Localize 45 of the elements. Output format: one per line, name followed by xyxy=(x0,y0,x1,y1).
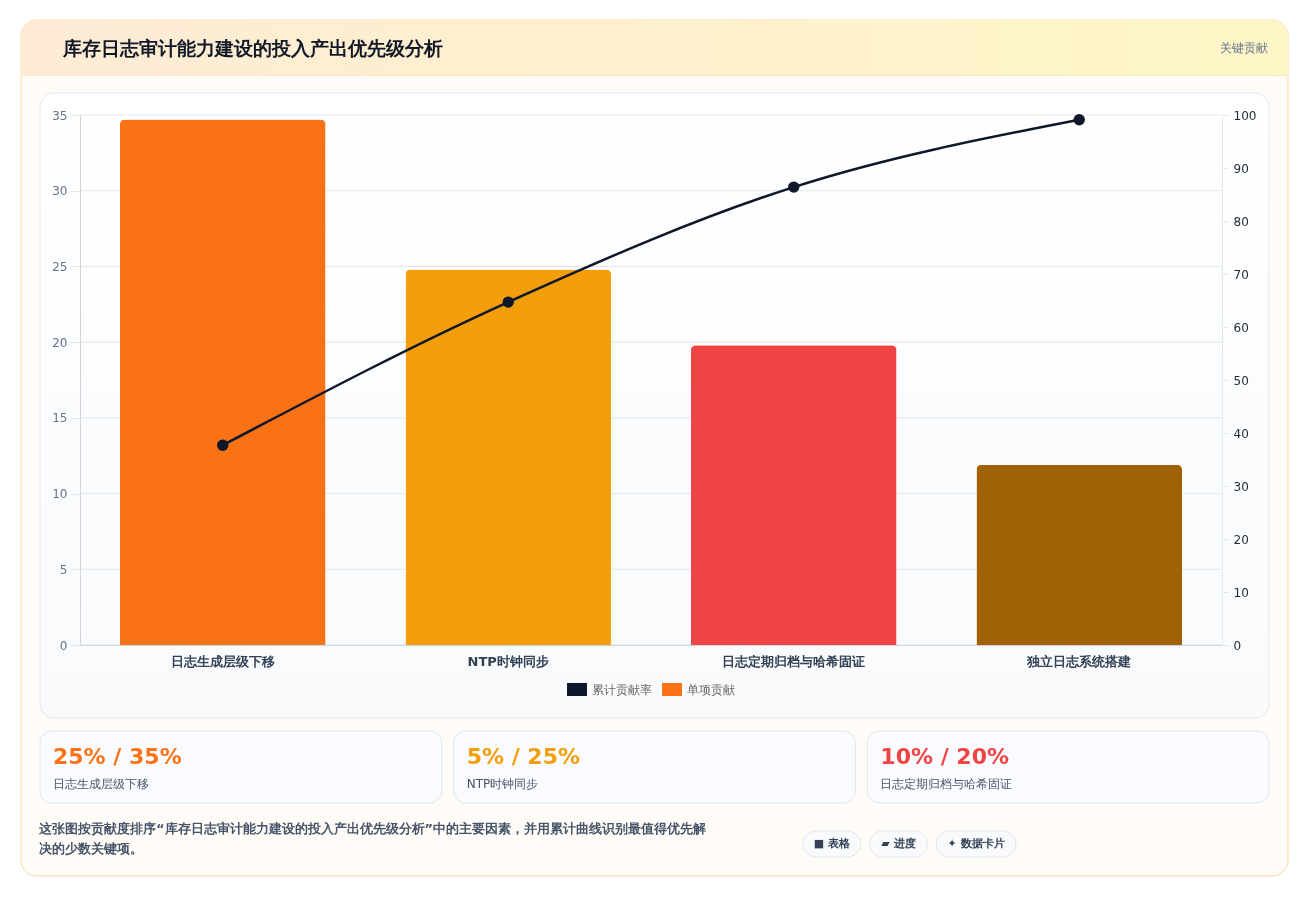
y2-tick-label: 100 xyxy=(1233,108,1257,123)
y2-tick-label: 60 xyxy=(1233,320,1249,335)
point xyxy=(788,181,800,193)
y2-tick-label: 80 xyxy=(1233,214,1249,229)
x-tick-label: 日志生成层级下移 xyxy=(170,653,275,669)
text: 5% / 25% xyxy=(466,744,581,769)
text: 这张图按贡献度排序“库存日志审计能力建设的投入产出优先级分析”中的主要因素，并用累计曲线识别最值得优先解决的少数关键项。 xyxy=(38,821,707,856)
x-tick-label: 独立日志系统搭建 xyxy=(1026,653,1132,669)
y-tick-label: 10 xyxy=(52,487,68,502)
text: ■ 表格 xyxy=(813,837,851,850)
y2-tick-label: 40 xyxy=(1233,426,1249,441)
y-tick-label: 35 xyxy=(52,108,68,123)
bar xyxy=(690,345,897,645)
bar xyxy=(976,464,1183,645)
text: NTP时钟同步 xyxy=(466,777,539,791)
point xyxy=(1073,114,1085,126)
y-tick-label: 0 xyxy=(59,638,68,653)
legend-label: 单项贡献 xyxy=(687,683,735,697)
legend-label: 累计贡献率 xyxy=(592,683,652,697)
y-tick-label: 5 xyxy=(59,562,68,577)
text: 日志定期归档与哈希固证 xyxy=(880,777,1013,791)
text: 日志生成层级下移 xyxy=(53,777,149,791)
y-tick-label: 25 xyxy=(52,259,68,274)
y2-tick-label: 70 xyxy=(1233,267,1249,282)
y2-tick-label: 20 xyxy=(1233,532,1249,547)
chart-title: 库存日志审计能力建设的投入产出优先级分析 xyxy=(62,37,443,59)
text: ✦ 数据卡片 xyxy=(947,837,1005,850)
point xyxy=(502,296,514,308)
text: 10% / 20% xyxy=(880,744,1010,769)
text: ▰ 进度 xyxy=(881,837,916,850)
x-tick-label: 日志定期归档与哈希固证 xyxy=(722,653,866,669)
y2-tick-label: 90 xyxy=(1233,161,1249,176)
x-tick-label: NTP时钟同步 xyxy=(467,653,549,669)
text: 25% / 35% xyxy=(53,744,182,769)
y2-tick-label: 0 xyxy=(1233,638,1242,653)
text: 关键贡献 xyxy=(1220,41,1268,55)
point xyxy=(217,439,229,451)
y2-tick-label: 50 xyxy=(1233,373,1249,388)
y-tick-label: 20 xyxy=(52,335,68,350)
bar xyxy=(405,269,612,645)
y2-tick-label: 10 xyxy=(1233,585,1249,600)
y-tick-label: 15 xyxy=(52,411,68,426)
bar xyxy=(119,119,326,645)
y-tick-label: 30 xyxy=(52,184,68,199)
y2-tick-label: 30 xyxy=(1233,479,1249,494)
